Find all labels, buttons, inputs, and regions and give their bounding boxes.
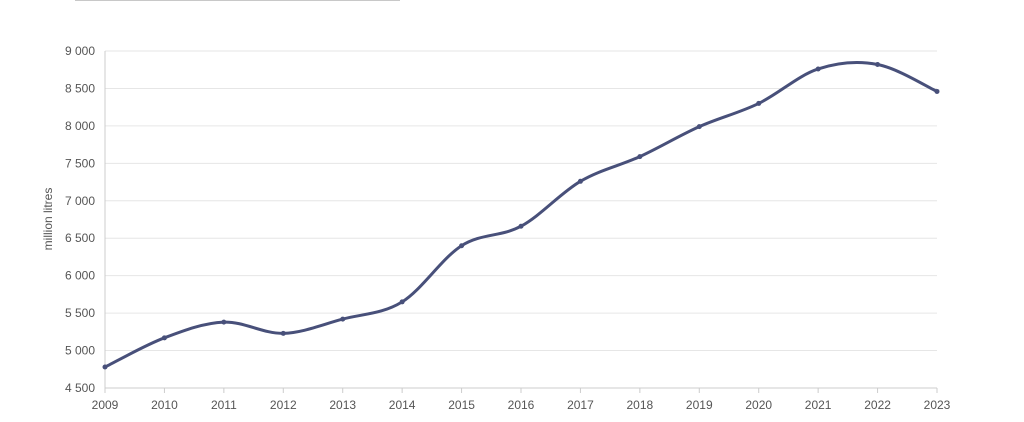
x-tick-label: 2022: [864, 398, 891, 412]
data-point[interactable]: [399, 299, 405, 305]
data-point[interactable]: [518, 223, 524, 229]
x-tick-label: 2016: [508, 398, 535, 412]
data-point[interactable]: [875, 61, 881, 67]
data-point[interactable]: [161, 335, 167, 341]
y-axis: 4 500 5 000 5 500 6 000 6 500 7 000 7 500 8 000…: [65, 44, 106, 395]
grid-lines: [105, 50, 937, 389]
series-line: [103, 61, 939, 369]
x-tick-label: 2011: [211, 398, 237, 412]
y-tick-label: 8 500: [65, 81, 95, 95]
y-tick-label: 8 000: [65, 119, 95, 133]
x-tick-label: 2017: [567, 398, 594, 412]
data-point[interactable]: [221, 319, 227, 325]
top-divider: [75, 0, 400, 1]
data-point[interactable]: [459, 243, 465, 249]
x-tick-label: 2020: [745, 398, 772, 412]
y-tick-label: 7 500: [65, 156, 95, 170]
y-tick-label: 7 000: [65, 194, 95, 208]
x-tick-label: 2023: [924, 398, 951, 412]
x-tick-label: 2019: [686, 398, 713, 412]
x-tick-label: 2015: [448, 398, 475, 412]
y-tick-label: 5 000: [65, 344, 95, 358]
data-point[interactable]: [577, 178, 583, 184]
y-tick-label: 4 500: [65, 381, 95, 395]
x-tick-label: 2018: [627, 398, 654, 412]
data-point[interactable]: [815, 66, 821, 72]
x-tick-label: 2021: [805, 398, 832, 412]
x-tick-label: 2009: [92, 398, 119, 412]
data-point[interactable]: [934, 88, 940, 94]
y-axis-label: million litres: [41, 188, 55, 251]
x-tick-label: 2010: [151, 398, 178, 412]
data-point[interactable]: [637, 154, 643, 160]
data-point[interactable]: [102, 364, 108, 370]
y-tick-label: 9 000: [65, 44, 95, 58]
x-tick-label: 2012: [270, 398, 297, 412]
y-tick-label: 5 500: [65, 306, 95, 320]
series-group: [102, 61, 940, 370]
data-point[interactable]: [756, 100, 762, 106]
x-axis: 2009 2010 2011 2012 2013 2014 2015 2016 2017 2018…: [92, 388, 951, 412]
x-tick-label: 2014: [389, 398, 416, 412]
data-point[interactable]: [696, 124, 702, 130]
data-point[interactable]: [280, 330, 286, 336]
y-tick-label: 6 000: [65, 269, 95, 283]
data-point[interactable]: [340, 316, 346, 322]
x-tick-label: 2013: [329, 398, 356, 412]
y-tick-label: 6 500: [65, 231, 95, 245]
